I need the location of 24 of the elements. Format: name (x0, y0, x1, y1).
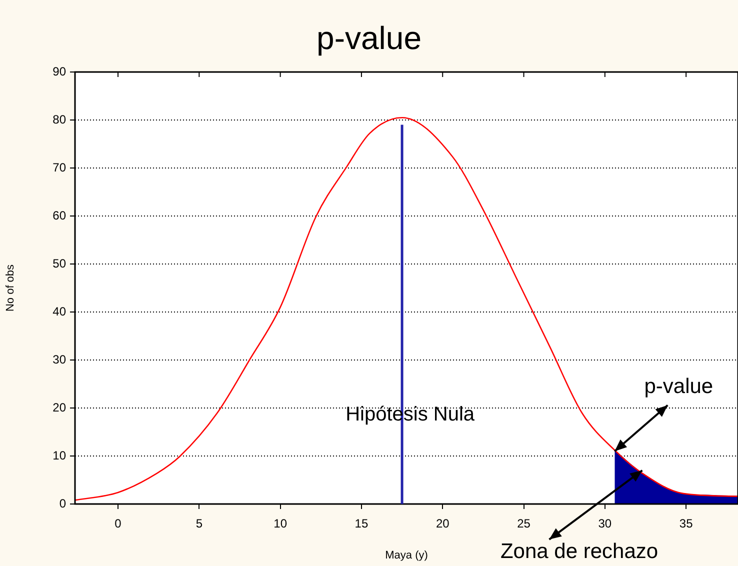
y-tick-label: 50 (52, 256, 66, 270)
y-tick-label: 0 (59, 496, 66, 510)
x-tick-label: 10 (274, 516, 288, 531)
y-tick-label: 70 (52, 160, 66, 174)
y-tick-label: 30 (52, 352, 66, 366)
y-axis-title: No of obs (4, 264, 17, 312)
y-tick-label: 10 (52, 448, 66, 462)
x-tick-label: 25 (517, 516, 531, 531)
x-tick-label: 20 (436, 516, 450, 531)
y-tick-label: 20 (52, 400, 66, 414)
chart-title: p-value (316, 20, 422, 56)
annotation: Zona de rechazo (500, 540, 658, 564)
annotation: p-value (644, 374, 714, 398)
y-tick-label: 80 (52, 112, 66, 126)
y-tick-label: 90 (52, 64, 66, 78)
x-tick-label: 0 (114, 516, 122, 531)
x-tick-label: 5 (196, 516, 203, 531)
x-tick-label: 35 (679, 516, 694, 531)
x-tick-label: 15 (354, 516, 368, 531)
x-tick-label: 30 (598, 516, 612, 531)
y-tick-label: 60 (52, 208, 66, 222)
x-axis-title: Maya (y) (385, 549, 428, 562)
line-series (75, 116, 738, 501)
y-tick-label: 40 (52, 304, 66, 318)
